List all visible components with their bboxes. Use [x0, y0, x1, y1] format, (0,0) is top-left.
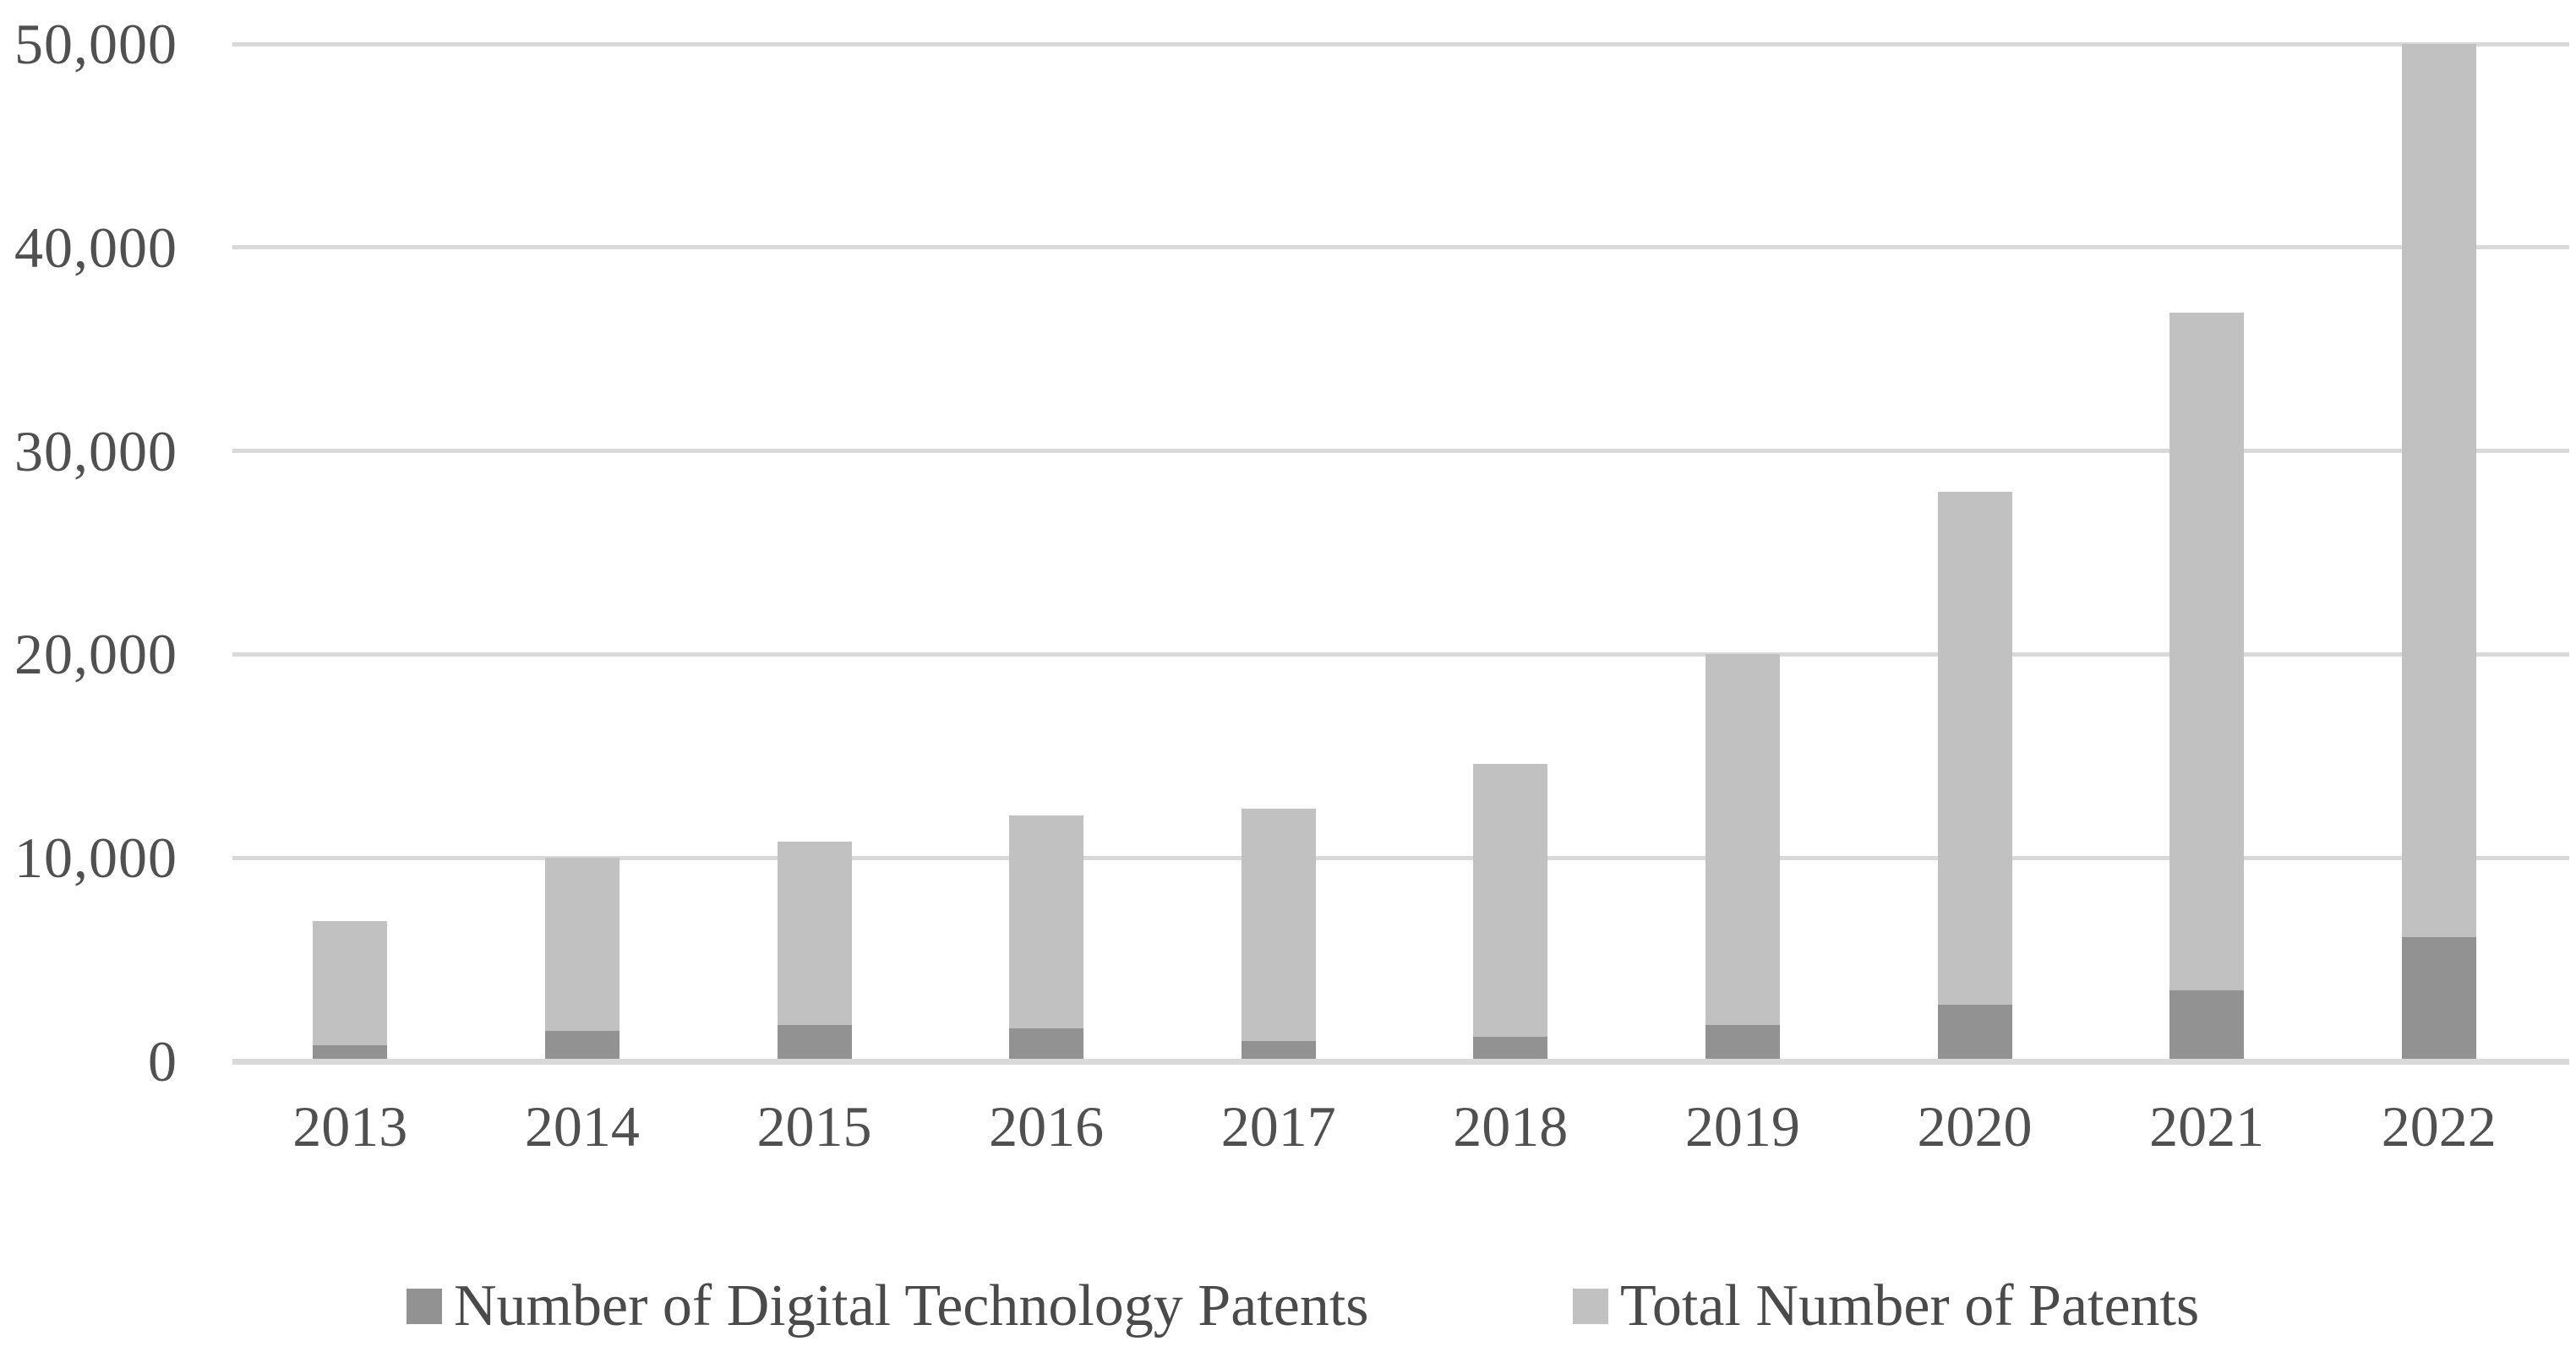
bar-2021-series-1 — [2169, 312, 2245, 990]
legend-marker-digital-patents — [407, 1289, 442, 1324]
x-tick-label-2020: 2020 — [1917, 1094, 2033, 1158]
legend-label-total-patents: Total Number of Patents — [1620, 1273, 2200, 1338]
bar-2022-series-0 — [2401, 937, 2476, 1061]
legend-item-total-patents: Total Number of Patents — [1573, 1268, 2199, 1345]
bar-2015-series-1 — [777, 841, 852, 1025]
gridline-40000 — [232, 245, 2569, 250]
bar-2013-series-0 — [313, 1044, 388, 1061]
x-tick-label-2022: 2022 — [2381, 1094, 2497, 1158]
legend-marker-total-patents — [1573, 1289, 1608, 1324]
x-axis-line — [232, 1059, 2569, 1065]
bar-2013-series-1 — [313, 920, 388, 1045]
x-tick-label-2021: 2021 — [2149, 1094, 2265, 1158]
bar-2019-series-0 — [1705, 1024, 1780, 1061]
y-tick-label-40000: 40,000 — [14, 215, 177, 280]
x-tick-label-2016: 2016 — [989, 1094, 1105, 1158]
bar-2018-series-0 — [1473, 1037, 1548, 1061]
gridline-20000 — [232, 651, 2569, 657]
bar-2017-series-0 — [1241, 1040, 1316, 1061]
bar-2014-series-1 — [544, 858, 619, 1031]
x-tick-label-2018: 2018 — [1453, 1094, 1569, 1158]
y-tick-label-10000: 10,000 — [14, 826, 177, 891]
x-tick-label-2019: 2019 — [1684, 1094, 1800, 1158]
bar-2017-series-1 — [1241, 809, 1316, 1041]
y-tick-label-50000: 50,000 — [14, 12, 177, 76]
legend-item-digital-patents: Number of Digital Technology Patents — [407, 1268, 1369, 1345]
bar-2018-series-1 — [1473, 764, 1548, 1038]
y-tick-label-0: 0 — [148, 1029, 177, 1093]
bar-2016-series-0 — [1009, 1028, 1084, 1061]
legend-label-digital-patents: Number of Digital Technology Patents — [454, 1273, 1369, 1338]
gridline-10000 — [232, 855, 2569, 860]
x-tick-label-2017: 2017 — [1220, 1094, 1336, 1158]
gridline-50000 — [232, 41, 2569, 46]
gridline-30000 — [232, 449, 2569, 454]
bar-2020-series-1 — [1937, 491, 2012, 1005]
bar-2020-series-0 — [1937, 1004, 2012, 1061]
bar-2016-series-1 — [1009, 815, 1084, 1029]
bar-2019-series-1 — [1705, 654, 1780, 1025]
bar-2015-series-0 — [777, 1024, 852, 1061]
bar-2022-series-1 — [2401, 44, 2476, 938]
bar-2021-series-0 — [2169, 989, 2245, 1061]
y-tick-label-30000: 30,000 — [14, 418, 177, 483]
x-tick-label-2014: 2014 — [524, 1094, 640, 1158]
bar-2014-series-0 — [544, 1030, 619, 1061]
y-tick-label-20000: 20,000 — [14, 622, 177, 687]
x-tick-label-2015: 2015 — [756, 1094, 872, 1158]
x-tick-label-2013: 2013 — [292, 1094, 408, 1158]
